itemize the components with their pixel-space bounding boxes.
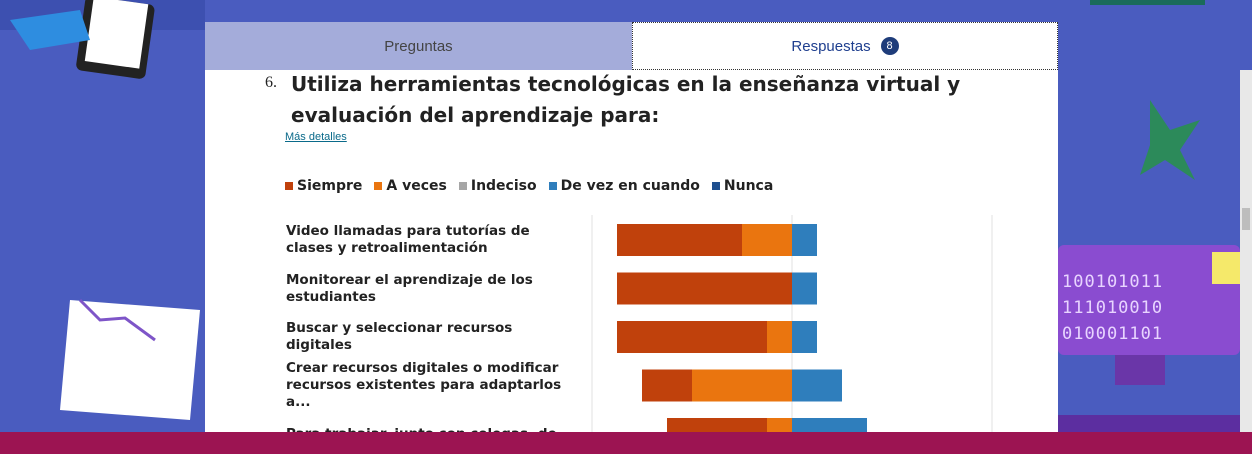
bar-segment	[767, 321, 792, 353]
bar-segment	[617, 272, 792, 305]
bar-segment	[617, 321, 767, 353]
question-title: evaluación del aprendizaje para:	[291, 103, 660, 127]
bar-segment	[667, 418, 767, 432]
tablet-screen	[84, 0, 149, 69]
note	[1212, 252, 1240, 284]
binary-text: 100101011	[1062, 272, 1164, 292]
bar-segment	[792, 418, 867, 432]
legend-item: Nunca	[711, 178, 774, 194]
leaf	[1140, 100, 1200, 180]
legend: Siempre A veces Indeciso De vez en cuando Nu…	[285, 178, 773, 194]
bar-segment	[792, 272, 817, 305]
tab-active[interactable]: Respuestas 8	[632, 22, 1058, 70]
bar-segment	[692, 369, 792, 402]
legend-label: Indeciso	[470, 178, 537, 194]
chart	[591, 215, 993, 432]
details-link[interactable]: Más detalles	[285, 131, 347, 143]
category-label: Video llamadas para tutorías de clases y…	[286, 223, 530, 256]
legend-label: De vez en cuando	[560, 178, 700, 194]
binary-text: 111010010	[1062, 298, 1164, 318]
legend-item: De vez en cuando	[548, 178, 700, 194]
binary-text: 010001101	[1062, 324, 1164, 344]
paper	[60, 300, 200, 420]
legend-swatch	[285, 182, 293, 190]
bar-segment	[792, 321, 817, 353]
category-label: Buscar y seleccionar recursos digitales	[286, 320, 513, 353]
bar-segment	[792, 224, 817, 256]
legend-item: Siempre	[285, 178, 362, 194]
tab-label: Respuestas	[791, 37, 871, 55]
category-label: Para trabajar, junto con colegas, de	[286, 426, 576, 433]
badge: 8	[880, 37, 899, 55]
legend-swatch	[374, 182, 383, 190]
scroll-thumb[interactable]	[1242, 208, 1250, 230]
question-title: Utiliza herramientas tecnológicas en la …	[291, 72, 961, 96]
legend-label: A veces	[386, 178, 447, 194]
bar-segment	[767, 418, 792, 432]
category-label: Crear recursos digitales o modificar rec…	[286, 360, 562, 410]
legend-swatch	[458, 182, 467, 190]
bar-segment	[742, 224, 792, 256]
bar-segment	[642, 369, 692, 402]
category-label: Monitorear el aprendizaje de los estudia…	[286, 271, 533, 305]
scrollbar	[1240, 70, 1252, 432]
keyboard	[1058, 415, 1240, 435]
legend-item: Indeciso	[458, 178, 537, 194]
question-number: 6.	[265, 74, 277, 91]
legend-item: A veces	[374, 178, 447, 194]
top-button	[1090, 0, 1205, 5]
bottom-bar	[0, 432, 1252, 454]
sleeve	[10, 10, 90, 50]
question-panel: 6. Utiliza herramientas tecnológicas en …	[205, 70, 1058, 432]
paper-line	[78, 298, 156, 342]
monitor	[1058, 245, 1240, 355]
bar-segment	[617, 224, 742, 256]
monitor-stand	[1115, 355, 1165, 385]
bar-segment	[792, 369, 842, 402]
legend-label: Siempre	[297, 178, 363, 194]
tab[interactable]: Preguntas	[205, 22, 632, 70]
legend-swatch	[548, 182, 557, 190]
legend-swatch	[711, 182, 720, 190]
legend-label: Nunca	[723, 178, 774, 194]
